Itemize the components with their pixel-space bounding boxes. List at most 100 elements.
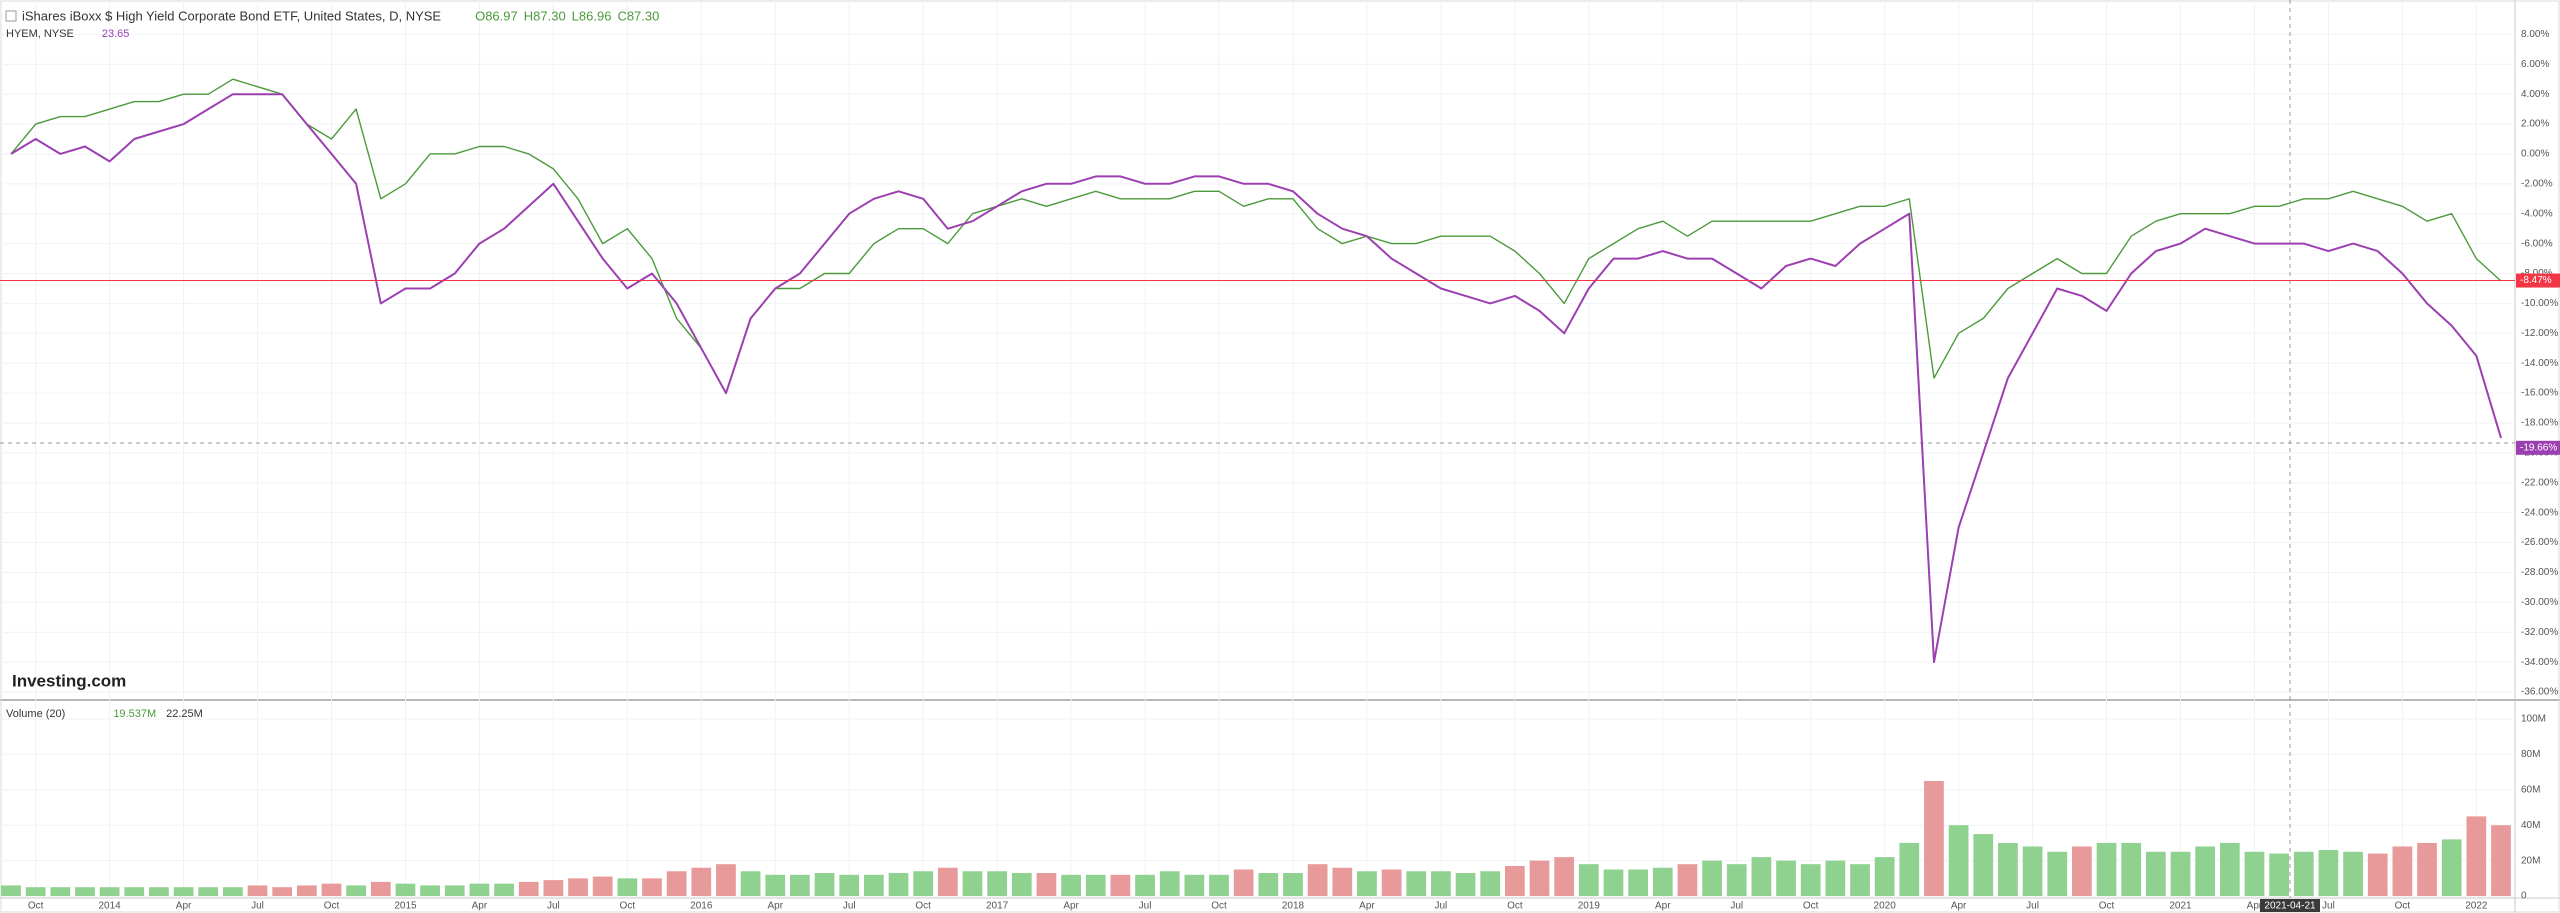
volume-bar: [2417, 842, 2437, 897]
y-tick-label: -2.00%: [2521, 178, 2553, 189]
volume-bar: [1726, 864, 1747, 897]
volume-bar: [370, 881, 391, 897]
volume-bar: [2145, 851, 2166, 897]
watermark: Investing.com: [12, 671, 126, 690]
volume-bar: [1529, 860, 1550, 897]
volume-bar: [839, 874, 860, 897]
x-tick-label: Apr: [1655, 901, 1671, 912]
volume-bar: [25, 887, 46, 897]
x-tick-label: Oct: [1507, 901, 1523, 912]
series-line: [10, 93, 2502, 664]
x-tick-label: Apr: [1359, 901, 1375, 912]
x-tick-label: 2016: [690, 901, 713, 912]
x-tick-label: Jul: [2026, 901, 2039, 912]
y-tick-label: 60M: [2521, 784, 2540, 795]
volume-bar: [814, 873, 835, 897]
volume-bar: [2022, 846, 2043, 897]
volume-bar: [2343, 851, 2363, 897]
y-tick-label: 2.00%: [2521, 119, 2549, 130]
volume-bar: [1874, 857, 1895, 897]
ohlc-value: O86.97: [475, 8, 518, 23]
y-tick-label: -26.00%: [2521, 537, 2558, 548]
x-tick-label: Oct: [915, 901, 931, 912]
volume-bar: [321, 883, 342, 897]
volume-bar: [1233, 869, 1254, 897]
volume-bar: [1603, 869, 1624, 897]
volume-bar: [1283, 873, 1303, 897]
y-tick-label: -14.00%: [2521, 358, 2558, 369]
volume-bar: [2293, 851, 2314, 897]
volume-bar: [2170, 851, 2191, 897]
y-tick-label: -10.00%: [2521, 298, 2558, 309]
y-tick-label: 40M: [2521, 820, 2540, 831]
volume-bar: [1159, 871, 1180, 897]
series-line: [10, 78, 2502, 394]
volume-bar: [2244, 851, 2265, 897]
x-tick-label: Oct: [1803, 901, 1819, 912]
volume-bar: [2219, 842, 2240, 897]
ohlc-value: H87.30: [524, 8, 566, 23]
y-tick-label: 8.00%: [2521, 29, 2549, 40]
volume-bar: [740, 871, 761, 897]
price-line-label-bg: [2516, 273, 2560, 288]
y-tick-label: -16.00%: [2521, 388, 2558, 399]
volume-bar: [1924, 780, 1944, 897]
volume-bar: [1677, 864, 1698, 897]
x-tick-label: Jul: [547, 901, 560, 912]
volume-bar: [99, 887, 120, 897]
collapse-icon[interactable]: [5, 10, 17, 22]
x-tick-label: Jul: [1730, 901, 1743, 912]
x-tick-label: Apr: [176, 901, 192, 912]
x-tick-label: Oct: [1211, 901, 1227, 912]
volume-bar: [469, 883, 490, 897]
volume-bar: [272, 887, 293, 897]
volume-bar: [716, 864, 736, 897]
y-tick-label: 6.00%: [2521, 59, 2549, 70]
ohlc-value: L86.96: [572, 8, 612, 23]
volume-legend-value: 22.25M: [166, 708, 203, 720]
y-tick-label: -12.00%: [2521, 328, 2558, 339]
x-tick-label: 2017: [986, 901, 1009, 912]
volume-bar: [1036, 873, 1057, 897]
volume-bar: [1135, 874, 1155, 897]
x-tick-label: Oct: [2099, 901, 2115, 912]
volume-bar: [2072, 846, 2092, 897]
volume-title: Volume (20): [6, 708, 65, 720]
x-tick-label: Jul: [843, 901, 856, 912]
volume-bar: [420, 885, 440, 897]
volume-bar: [913, 871, 934, 897]
volume-bar: [444, 885, 465, 897]
volume-bar: [2047, 851, 2068, 897]
volume-bar: [2491, 825, 2511, 897]
y-tick-label: 4.00%: [2521, 89, 2549, 100]
y-tick-label: -22.00%: [2521, 477, 2558, 488]
volume-bar: [937, 867, 958, 897]
plot-area: [0, 0, 2515, 898]
volume-bar: [1578, 864, 1599, 897]
volume-bar: [1776, 860, 1796, 897]
symbol-title: iShares iBoxx $ High Yield Corporate Bon…: [22, 8, 441, 23]
volume-bar: [1085, 874, 1106, 897]
y-tick-label: -36.00%: [2521, 687, 2558, 698]
volume-bar: [543, 880, 564, 897]
y-tick-label: -30.00%: [2521, 597, 2558, 608]
volume-bar: [1011, 873, 1032, 897]
y-tick-label: -4.00%: [2521, 208, 2553, 219]
x-tick-label: 2022: [2465, 901, 2488, 912]
compare-name: HYEM, NYSE: [6, 28, 74, 40]
volume-bar: [1332, 867, 1353, 897]
x-tick-label: Jul: [1435, 901, 1448, 912]
x-tick-label: 2020: [1874, 901, 1897, 912]
volume-bar: [2441, 839, 2462, 897]
x-tick-label: 2018: [1282, 901, 1305, 912]
volume-bar: [2466, 816, 2487, 897]
volume-bar: [2392, 846, 2413, 897]
volume-bar: [1110, 874, 1131, 897]
y-tick-label: 0.00%: [2521, 149, 2549, 160]
volume-bar: [691, 867, 712, 897]
x-tick-label: Apr: [1063, 901, 1079, 912]
volume-bar: [790, 874, 810, 897]
volume-bar: [987, 871, 1007, 897]
volume-bar: [124, 887, 145, 897]
